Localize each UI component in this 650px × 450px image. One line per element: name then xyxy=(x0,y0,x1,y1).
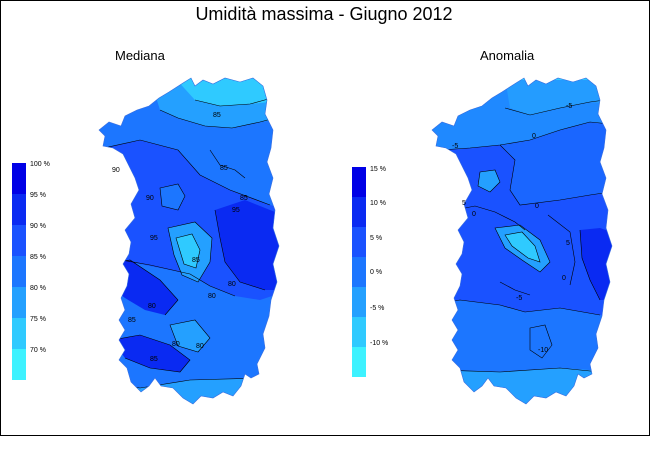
map-sardinia-anomalia: -5 0 -5 0 5 0 5 0 -10 -5 xyxy=(431,77,613,405)
figure-title: Umidità massima - Giugno 2012 xyxy=(195,4,453,24)
contour-label: 85 xyxy=(192,257,200,264)
legend-tick-label: 80 % xyxy=(30,285,46,292)
legend-swatch xyxy=(12,225,26,256)
contour-label: 95 xyxy=(232,207,240,214)
legend-tick-label: 100 % xyxy=(30,161,50,168)
contour-label: 0 xyxy=(532,133,536,140)
contour-label: -10 xyxy=(538,347,548,354)
legend-tick-label: 15 % xyxy=(370,166,386,173)
legend-swatch xyxy=(352,287,366,317)
legend-mediana: 100 % 95 % 90 % 85 % 80 % 75 % 70 % xyxy=(12,161,50,380)
contour-label: 80 xyxy=(172,341,180,348)
legend-swatch xyxy=(352,167,366,197)
legend-swatch xyxy=(352,227,366,257)
legend-swatch xyxy=(352,257,366,287)
legend-swatch xyxy=(352,347,366,377)
legend-swatch xyxy=(12,256,26,287)
legend-tick-label: 0 % xyxy=(370,269,382,276)
contour-label: 95 xyxy=(150,235,158,242)
legend-tick-label: -5 % xyxy=(370,305,384,312)
legend-swatch xyxy=(352,317,366,347)
contour-labels-mediana: 85 90 85 90 85 95 95 85 80 80 80 85 80 8… xyxy=(112,112,248,363)
contour-label: 80 xyxy=(148,303,156,310)
contour-label: 85 xyxy=(240,195,248,202)
contour-label: -5 xyxy=(566,103,572,110)
contour-label: 0 xyxy=(562,275,566,282)
legend-tick-label: 85 % xyxy=(30,254,46,261)
contour-label: 85 xyxy=(213,112,221,119)
contour-label: 80 xyxy=(228,281,236,288)
legend-tick-label: 5 % xyxy=(370,235,382,242)
contour-label: 85 xyxy=(220,165,228,172)
legend-swatch xyxy=(12,194,26,225)
contour-label: 80 xyxy=(196,343,204,350)
contour-label: 90 xyxy=(146,195,154,202)
contour-label: 0 xyxy=(472,211,476,218)
contour-label: 90 xyxy=(112,167,120,174)
map-sardinia-mediana: 85 90 85 90 85 95 95 85 80 80 80 85 80 8… xyxy=(98,77,280,405)
contour-label: 0 xyxy=(535,203,539,210)
panel-title-mediana: Mediana xyxy=(115,48,165,63)
contour-label: 5 xyxy=(462,200,466,207)
legend-swatch xyxy=(352,197,366,227)
contour-labels-anomalia: -5 0 -5 0 5 0 5 0 -10 -5 xyxy=(452,103,572,354)
legend-swatch xyxy=(12,349,26,380)
legend-tick-label: 10 % xyxy=(370,200,386,207)
legend-tick-label: 75 % xyxy=(30,316,46,323)
legend-swatch xyxy=(12,318,26,349)
legend-tick-label: 95 % xyxy=(30,192,46,199)
contour-label: 5 xyxy=(566,240,570,247)
contour-label: -5 xyxy=(452,143,458,150)
contour-label: 85 xyxy=(128,317,136,324)
legend-anomalia: 15 % 10 % 5 % 0 % -5 % -10 % xyxy=(352,166,388,377)
contour-label: 80 xyxy=(208,293,216,300)
legend-tick-label: -10 % xyxy=(370,340,388,347)
legend-swatch xyxy=(12,287,26,318)
contour-label: -5 xyxy=(516,295,522,302)
legend-tick-label: 90 % xyxy=(30,223,46,230)
panel-title-anomalia: Anomalia xyxy=(480,48,535,63)
legend-swatch xyxy=(12,163,26,194)
legend-tick-label: 70 % xyxy=(30,347,46,354)
contour-label: 85 xyxy=(150,356,158,363)
